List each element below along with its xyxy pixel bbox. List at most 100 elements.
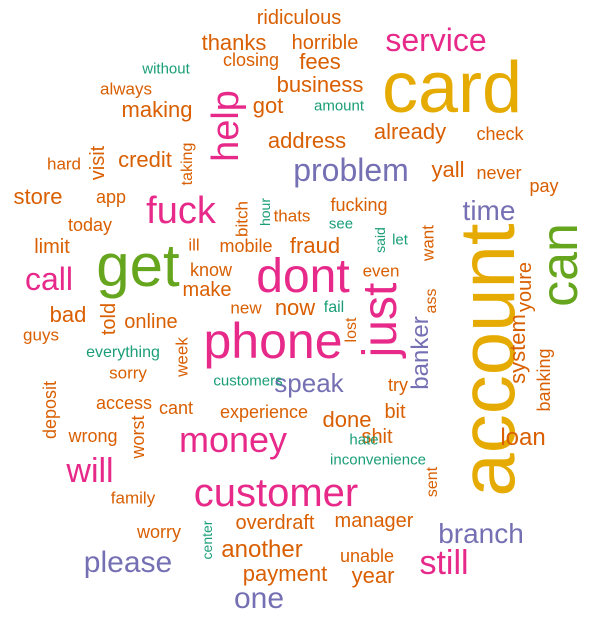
word-please: please	[83, 546, 173, 579]
word-family: family	[110, 488, 156, 508]
word-bitch: bitch	[232, 201, 252, 237]
word-bad: bad	[49, 302, 87, 327]
word-said: said	[372, 227, 388, 253]
word-dont: dont	[256, 250, 350, 303]
word-banker: banker	[407, 316, 434, 390]
word-still: still	[419, 544, 469, 582]
word-another: another	[221, 536, 303, 563]
word-making: making	[121, 97, 193, 122]
word-problem: problem	[293, 152, 409, 188]
word-loan: loan	[500, 424, 546, 451]
word-online: online	[124, 311, 178, 333]
word-customers: customers	[213, 372, 283, 390]
word-just: just	[354, 282, 407, 358]
word-system: system	[505, 314, 530, 384]
word-ass: ass	[423, 288, 440, 314]
word-week: week	[172, 337, 192, 377]
word-unable: unable	[339, 546, 395, 566]
word-app: app	[95, 187, 127, 207]
word-manager: manager	[334, 510, 414, 532]
word-check: check	[476, 124, 524, 144]
word-want: want	[418, 225, 438, 261]
word-try: try	[388, 375, 408, 395]
word-sent: sent	[424, 466, 441, 498]
word-hard: hard	[46, 154, 82, 174]
word-thats: thats	[273, 206, 311, 226]
word-access: access	[95, 393, 153, 413]
word-amount: amount	[313, 97, 365, 115]
word-address: address	[267, 128, 347, 153]
word-fucking: fucking	[330, 195, 388, 215]
word-fuck: fuck	[146, 190, 216, 232]
word-worst: worst	[128, 415, 148, 459]
word-call: call	[24, 261, 74, 297]
word-sorry: sorry	[109, 363, 147, 383]
word-mobile: mobile	[219, 236, 273, 256]
word-never: never	[476, 163, 522, 183]
word-bit: bit	[384, 401, 406, 423]
word-payment: payment	[242, 561, 328, 586]
word-overdraft: overdraft	[235, 512, 315, 534]
word-money: money	[178, 419, 288, 460]
word-ill: ill	[188, 235, 200, 255]
word-horrible: horrible	[291, 32, 359, 54]
word-visit: visit	[87, 145, 109, 181]
word-guys: guys	[23, 325, 59, 345]
word-card: card	[381, 48, 523, 128]
word-lost: lost	[343, 317, 360, 343]
word-thanks: thanks	[201, 30, 267, 55]
word-fraud: fraud	[289, 233, 341, 258]
word-help: help	[205, 90, 247, 162]
word-know: know	[189, 260, 233, 280]
word-inconvenience: inconvenience	[330, 451, 426, 469]
word-limit: limit	[34, 236, 70, 258]
word-speak: speak	[274, 368, 344, 398]
word-taking: taking	[179, 142, 196, 186]
word-time: time	[462, 195, 516, 226]
word-done: done	[322, 407, 372, 432]
word-told: told	[98, 302, 120, 336]
word-fees: fees	[299, 49, 341, 74]
word-fail: fail	[323, 299, 345, 316]
word-cant: cant	[158, 398, 194, 418]
word-make: make	[182, 279, 232, 301]
word-get: get	[96, 232, 180, 299]
word-one: one	[233, 582, 285, 615]
word-ridiculous: ridiculous	[256, 7, 342, 29]
word-new: new	[230, 298, 262, 318]
word-customer: customer	[193, 471, 359, 515]
word-center: center	[199, 520, 215, 560]
word-phone: phone	[203, 313, 343, 369]
word-already: already	[373, 119, 447, 144]
word-experience: experience	[219, 402, 309, 422]
word-hour: hour	[257, 197, 273, 227]
word-everything: everything	[86, 344, 160, 361]
word-always: always	[100, 79, 152, 99]
word-will: will	[66, 452, 114, 490]
word-even: even	[362, 261, 400, 281]
word-branch: branch	[438, 518, 524, 549]
word-can: can	[531, 223, 589, 307]
word-youre: youre	[514, 261, 536, 313]
word-worry: worry	[137, 522, 181, 542]
word-today: today	[67, 215, 113, 235]
word-got: got	[252, 93, 284, 118]
word-business: business	[276, 72, 364, 97]
word-now: now	[274, 295, 316, 320]
word-service: service	[385, 22, 487, 58]
word-wrong: wrong	[68, 426, 118, 446]
word-store: store	[13, 184, 63, 209]
word-let: let	[392, 231, 408, 249]
word-credit: credit	[118, 147, 172, 172]
word-hate: hate	[349, 431, 379, 449]
word-pay: pay	[529, 176, 559, 196]
word-year: year	[351, 563, 395, 588]
word-without: without	[142, 60, 190, 78]
word-deposit: deposit	[40, 380, 60, 440]
word-yall: yall	[431, 157, 465, 182]
word-see: see	[328, 215, 354, 233]
word-shit: shit	[361, 426, 393, 448]
word-closing: closing	[222, 50, 280, 70]
word-banking: banking	[534, 348, 554, 412]
